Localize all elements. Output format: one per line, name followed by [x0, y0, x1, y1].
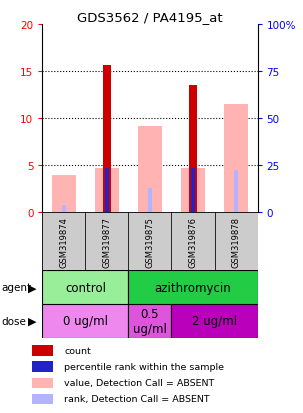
Bar [32, 345, 53, 356]
Text: GSM319874: GSM319874 [59, 216, 68, 267]
Text: azithromycin: azithromycin [155, 281, 231, 294]
Bar [85, 213, 128, 271]
Bar [234, 171, 238, 213]
Text: 2 ug/ml: 2 ug/ml [192, 315, 237, 328]
Bar [42, 271, 128, 304]
Text: value, Detection Call = ABSENT: value, Detection Call = ABSENT [65, 378, 215, 387]
Bar [32, 361, 53, 372]
Text: control: control [65, 281, 106, 294]
Text: 0.5
ug/ml: 0.5 ug/ml [133, 307, 167, 335]
Bar [138, 126, 162, 213]
Text: GSM319875: GSM319875 [145, 216, 155, 267]
Bar [128, 213, 171, 271]
Bar [224, 104, 248, 213]
Text: GSM319876: GSM319876 [188, 216, 198, 267]
Bar [52, 175, 76, 213]
Bar [32, 378, 53, 388]
Text: count: count [65, 346, 91, 355]
Bar [191, 169, 195, 213]
Bar [215, 213, 258, 271]
Bar [171, 304, 258, 338]
Bar [42, 304, 128, 338]
Bar [128, 304, 171, 338]
Bar [62, 205, 66, 213]
Text: ▶: ▶ [28, 282, 37, 292]
Bar [42, 213, 85, 271]
Text: rank, Detection Call = ABSENT: rank, Detection Call = ABSENT [65, 394, 210, 404]
Bar [105, 169, 109, 213]
Text: agent: agent [2, 282, 32, 292]
Text: percentile rank within the sample: percentile rank within the sample [65, 362, 225, 371]
Text: GDS3562 / PA4195_at: GDS3562 / PA4195_at [77, 11, 223, 24]
Bar [189, 86, 197, 213]
Text: dose: dose [2, 316, 26, 326]
Bar [32, 394, 53, 404]
Bar [148, 188, 152, 213]
Bar [128, 271, 258, 304]
Bar [181, 169, 205, 213]
Bar [103, 66, 111, 213]
Text: GSM319877: GSM319877 [102, 216, 112, 267]
Text: 0 ug/ml: 0 ug/ml [63, 315, 108, 328]
Text: ▶: ▶ [28, 316, 37, 326]
Bar [171, 213, 215, 271]
Text: GSM319878: GSM319878 [231, 216, 241, 267]
Bar [95, 169, 119, 213]
